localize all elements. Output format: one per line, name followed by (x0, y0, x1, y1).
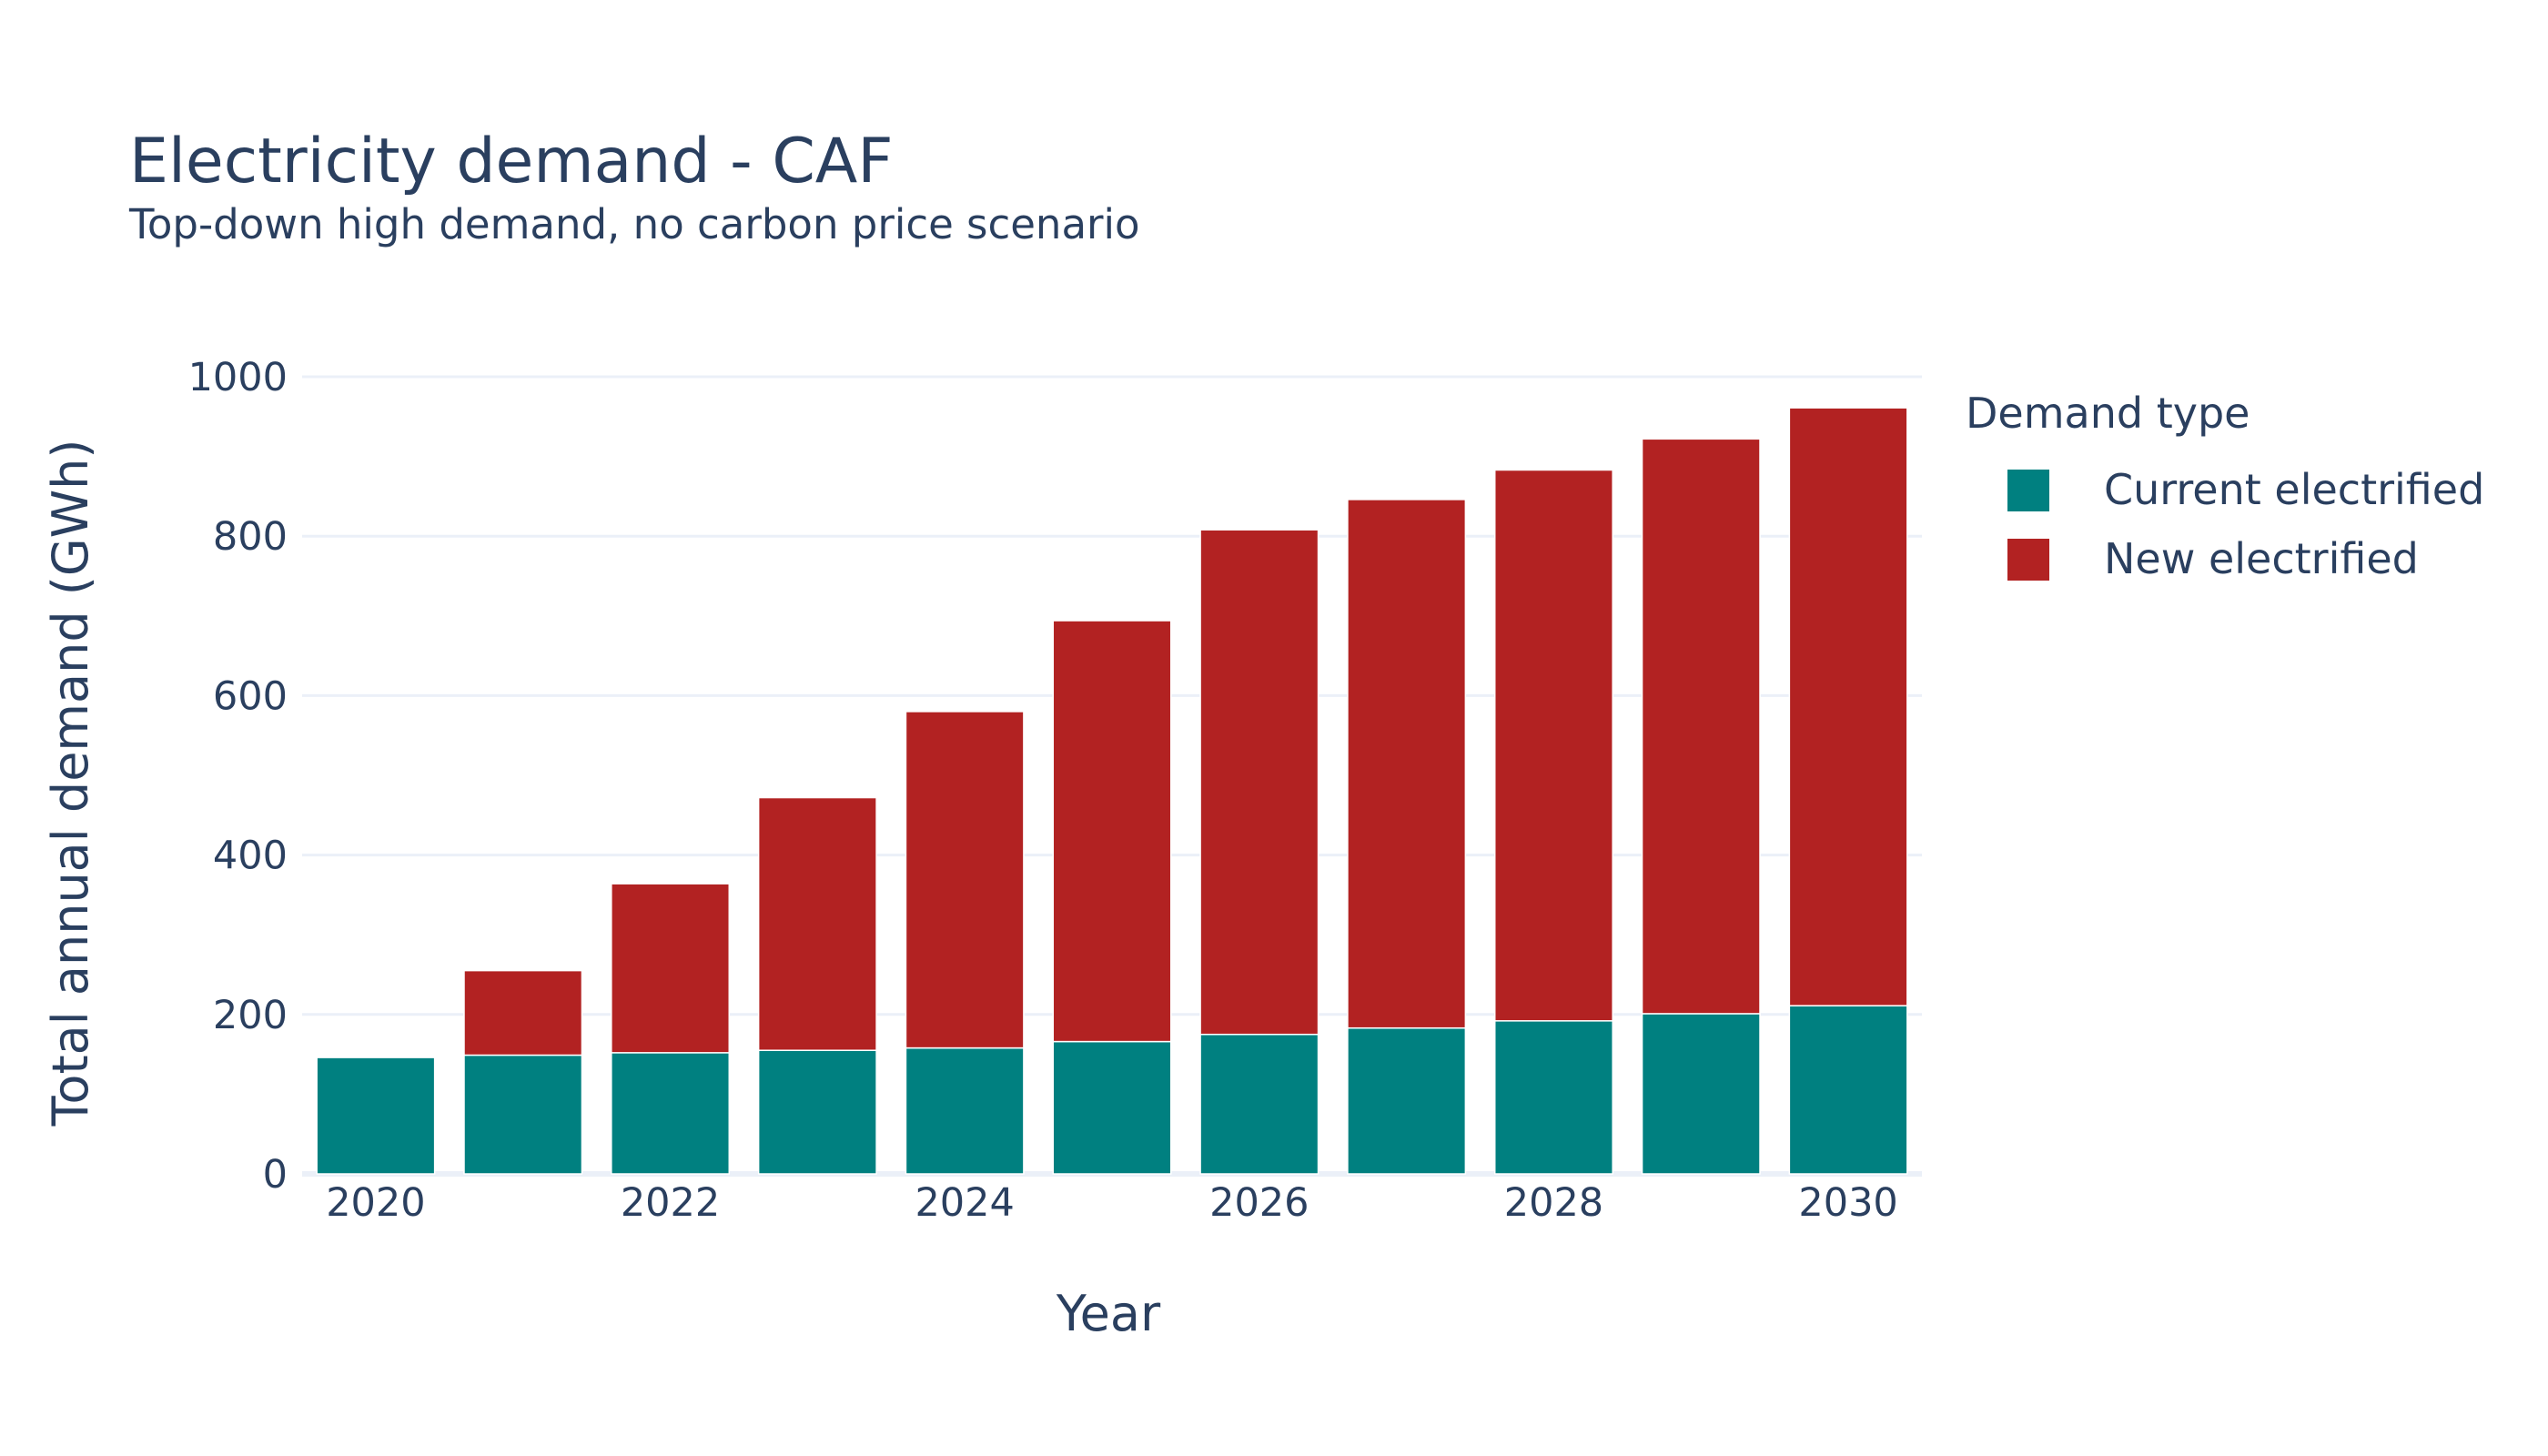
bar-new-electrified (1199, 529, 1320, 1036)
bar-new-electrified (1493, 469, 1613, 1022)
x-tick-label: 2026 (1209, 1180, 1309, 1226)
bar-new-electrified (1788, 407, 1908, 1006)
legend-swatch (2007, 470, 2049, 511)
x-axis-title: Year (1056, 1285, 1161, 1342)
y-tick-label: 800 (213, 514, 288, 560)
bar-current-electrified (1199, 1033, 1320, 1175)
bar-new-electrified (463, 969, 583, 1057)
x-tick-label: 2030 (1798, 1180, 1897, 1226)
bar-current-electrified (1493, 1020, 1613, 1175)
bar-current-electrified (316, 1057, 436, 1175)
bar-new-electrified (1347, 499, 1467, 1029)
y-axis-title: Total annual demand (GWh) (42, 440, 99, 1127)
bar-current-electrified (463, 1054, 583, 1175)
bar-new-electrified (611, 883, 731, 1054)
legend-title: Demand type (1966, 389, 2250, 438)
x-tick-label: 2020 (326, 1180, 425, 1226)
y-tick-label: 200 (213, 993, 288, 1038)
y-axis-ticks: 0 200 400 600 800 1000 (188, 355, 288, 1198)
bar-new-electrified (1052, 620, 1172, 1043)
bar-new-electrified (757, 796, 877, 1051)
y-tick-label: 600 (213, 673, 288, 719)
bar-current-electrified (757, 1049, 877, 1175)
bars (316, 407, 1908, 1175)
x-tick-label: 2028 (1504, 1180, 1603, 1226)
x-axis-ticks: 2020 2022 2024 2026 2028 2030 (326, 1180, 1898, 1226)
bar-current-electrified (1347, 1026, 1467, 1175)
bar-current-electrified (1788, 1005, 1908, 1175)
bar-new-electrified (905, 711, 1025, 1049)
chart-subtitle: Top-down high demand, no carbon price sc… (128, 200, 1140, 248)
y-tick-label: 400 (213, 834, 288, 879)
legend-swatch (2007, 539, 2049, 581)
x-tick-label: 2022 (621, 1180, 720, 1226)
y-tick-label: 0 (263, 1152, 288, 1198)
legend: Demand type Current electrified New elect… (1966, 389, 2484, 583)
bar-current-electrified (1052, 1040, 1172, 1175)
x-tick-label: 2024 (915, 1180, 1014, 1226)
bar-current-electrified (905, 1046, 1025, 1175)
legend-label: Current electrified (2104, 465, 2484, 514)
bar-new-electrified (1641, 438, 1761, 1015)
chart-title: Electricity demand - CAF (129, 126, 893, 197)
bar-current-electrified (1641, 1013, 1761, 1175)
bar-current-electrified (611, 1052, 731, 1175)
legend-label: New electrified (2104, 534, 2419, 583)
y-tick-label: 1000 (188, 355, 288, 400)
